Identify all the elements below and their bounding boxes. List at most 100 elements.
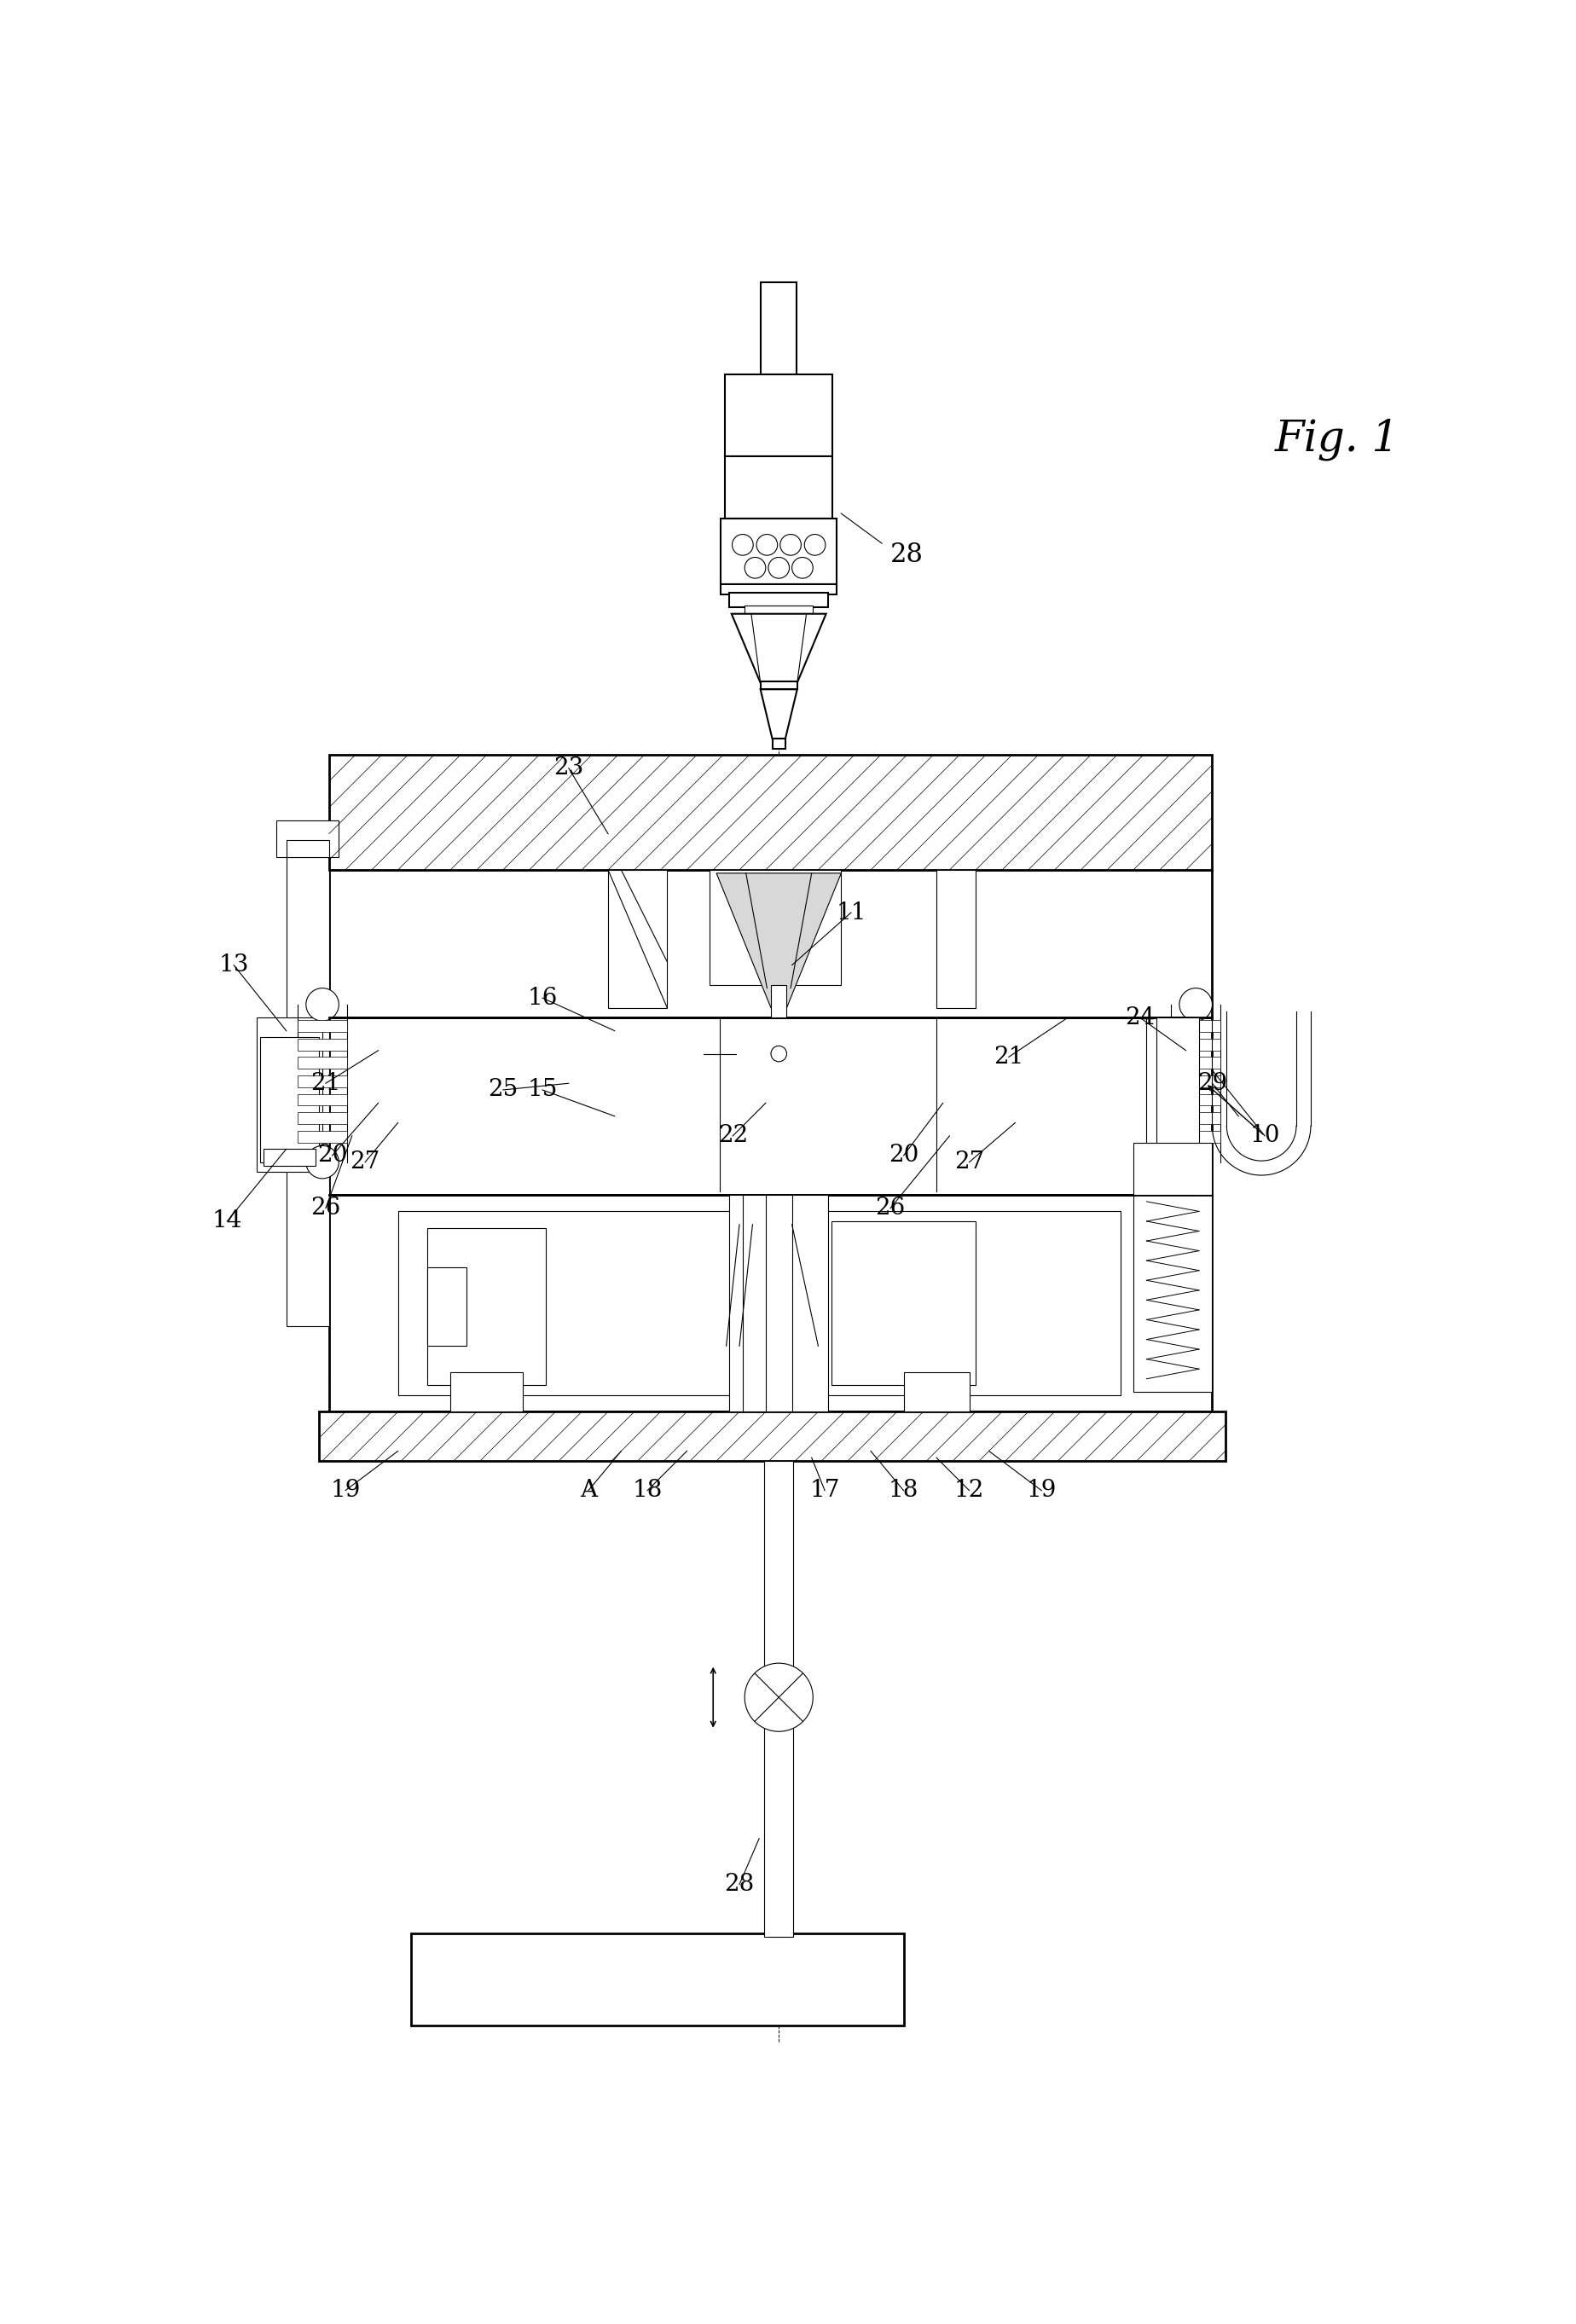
Circle shape [306,988,339,1020]
Circle shape [769,558,790,579]
Bar [736,456,821,483]
Bar [411,1934,903,2027]
Circle shape [771,1046,786,1062]
Text: Fig. 1: Fig. 1 [1275,418,1399,460]
Circle shape [1179,988,1212,1020]
Bar [287,841,329,858]
Bar [451,1371,523,1411]
Bar [936,869,976,1009]
Circle shape [744,558,766,579]
Bar [298,1113,347,1125]
Bar [397,1211,1121,1394]
Circle shape [733,535,753,555]
Bar [744,607,813,614]
Text: 27: 27 [350,1150,380,1174]
Circle shape [780,535,801,555]
Circle shape [1179,1146,1212,1178]
Bar [257,1018,323,1171]
Text: 23: 23 [553,758,583,779]
Text: 25: 25 [489,1078,519,1102]
Bar [760,681,797,690]
Bar [298,1095,347,1106]
Bar [1133,1143,1212,1195]
Bar [722,518,837,583]
Bar [1171,1129,1221,1143]
Text: 21: 21 [993,1046,1024,1069]
Bar [709,869,842,985]
Bar [276,820,339,858]
Bar [298,1076,347,1088]
Text: 28: 28 [890,541,924,567]
Bar [684,876,1179,1009]
Bar [1171,1057,1221,1069]
Bar [329,1018,1212,1195]
Text: 15: 15 [528,1078,558,1102]
Bar [1171,1095,1221,1106]
Bar [298,1057,347,1069]
Bar [687,1025,1173,1188]
Bar [730,593,827,607]
Text: 26: 26 [310,1197,340,1220]
Text: 20: 20 [889,1143,919,1167]
Text: 27: 27 [953,1150,985,1174]
Bar [1147,1018,1193,1195]
Text: 18: 18 [889,1478,919,1501]
Bar [427,1227,545,1385]
Bar [287,853,329,1327]
Text: 13: 13 [219,953,249,976]
Bar [318,1411,1226,1462]
Bar [329,1195,1212,1411]
Bar [298,1020,347,1032]
Bar [369,1025,678,1188]
Text: 10: 10 [1250,1125,1280,1148]
Text: 28: 28 [725,1873,755,1896]
Bar [772,739,785,748]
Text: 20: 20 [317,1143,347,1167]
Bar [903,1371,969,1411]
Text: 16: 16 [528,985,558,1009]
Bar [1171,1076,1221,1088]
Bar [1160,1018,1196,1195]
Text: A: A [580,1478,597,1501]
Bar [263,1148,315,1164]
Bar [1171,1113,1221,1125]
Text: 19: 19 [1026,1478,1056,1501]
Circle shape [791,558,813,579]
Bar [725,456,832,518]
Bar [260,1037,318,1162]
Polygon shape [731,614,826,683]
Bar [298,1129,347,1143]
Text: 29: 29 [1198,1071,1228,1095]
Circle shape [745,1664,813,1731]
Bar [1157,1018,1199,1176]
Bar [1171,1039,1221,1050]
Text: 24: 24 [1125,1006,1155,1030]
Bar [369,876,684,1009]
Bar [764,1462,793,1936]
Circle shape [306,1146,339,1178]
Text: 17: 17 [810,1478,840,1501]
Circle shape [804,535,826,555]
Text: 26: 26 [875,1197,906,1220]
Circle shape [756,535,777,555]
Text: 21: 21 [310,1071,340,1095]
Bar [722,583,837,595]
Bar [298,1039,347,1050]
Bar [1171,1020,1221,1032]
Polygon shape [760,690,797,739]
Bar [771,985,786,1018]
Bar [1133,1195,1212,1392]
Bar [730,1195,827,1411]
Text: 11: 11 [835,902,867,925]
Text: 22: 22 [717,1125,749,1148]
Bar [329,755,1212,869]
Polygon shape [608,869,667,1009]
Bar [832,1220,976,1385]
Bar [761,281,796,374]
Text: 14: 14 [213,1211,243,1232]
Polygon shape [717,874,842,1009]
Text: 12: 12 [953,1478,985,1501]
Bar [725,374,832,456]
Bar [329,869,1212,1018]
Text: 18: 18 [632,1478,662,1501]
